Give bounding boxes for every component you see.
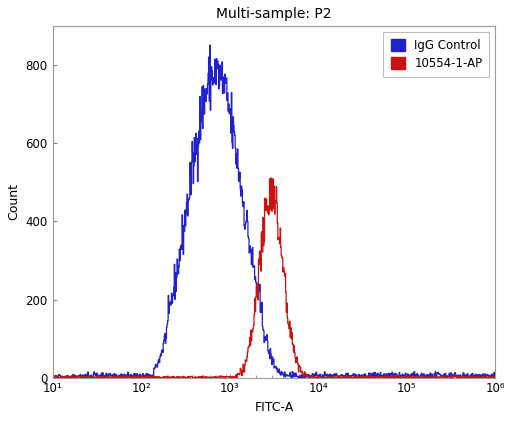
IgG Control bbox=[492, 374, 498, 379]
X-axis label: FITC-A: FITC-A bbox=[254, 401, 293, 414]
10554-1-AP bbox=[432, 375, 438, 380]
IgG Control bbox=[77, 372, 83, 377]
IgG Control bbox=[319, 372, 326, 377]
Title: Multi-sample: P2: Multi-sample: P2 bbox=[216, 7, 332, 21]
Line: IgG Control: IgG Control bbox=[53, 45, 495, 378]
10554-1-AP bbox=[319, 375, 326, 380]
10554-1-AP bbox=[77, 374, 83, 379]
10554-1-AP bbox=[308, 374, 314, 379]
10554-1-AP bbox=[268, 176, 274, 181]
IgG Control bbox=[55, 375, 61, 380]
IgG Control bbox=[308, 373, 314, 378]
Y-axis label: Count: Count bbox=[7, 184, 20, 221]
IgG Control bbox=[50, 373, 56, 378]
IgG Control bbox=[207, 43, 213, 48]
IgG Control bbox=[387, 374, 393, 379]
10554-1-AP bbox=[387, 375, 393, 380]
Legend: IgG Control, 10554-1-AP: IgG Control, 10554-1-AP bbox=[383, 32, 489, 77]
10554-1-AP bbox=[492, 375, 498, 380]
10554-1-AP bbox=[333, 375, 339, 380]
10554-1-AP bbox=[50, 374, 56, 379]
IgG Control bbox=[432, 374, 438, 379]
10554-1-AP bbox=[51, 375, 57, 380]
IgG Control bbox=[333, 372, 339, 377]
Line: 10554-1-AP: 10554-1-AP bbox=[53, 178, 495, 378]
